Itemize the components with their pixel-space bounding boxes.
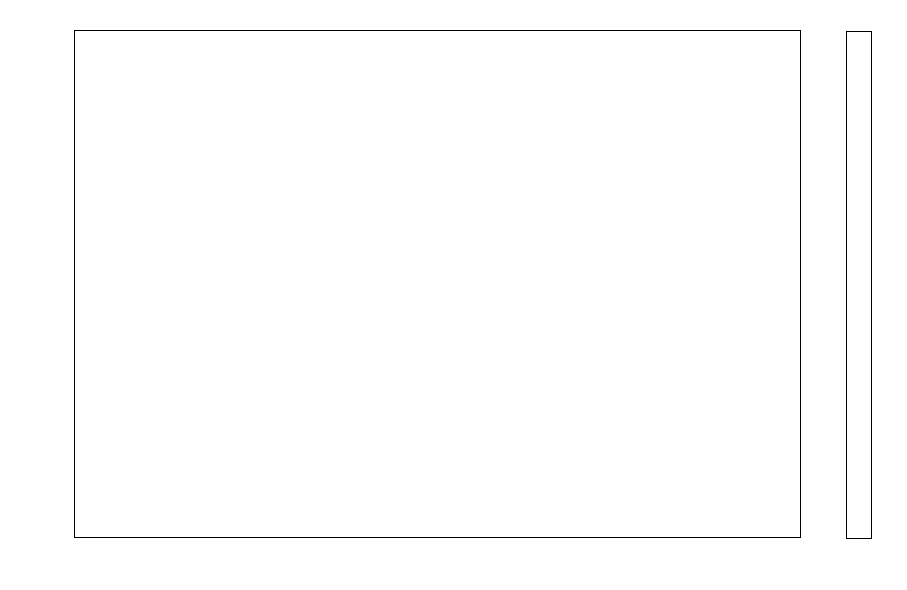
colorbar xyxy=(846,31,872,539)
delay-doppler-heatmap-image xyxy=(75,31,800,537)
